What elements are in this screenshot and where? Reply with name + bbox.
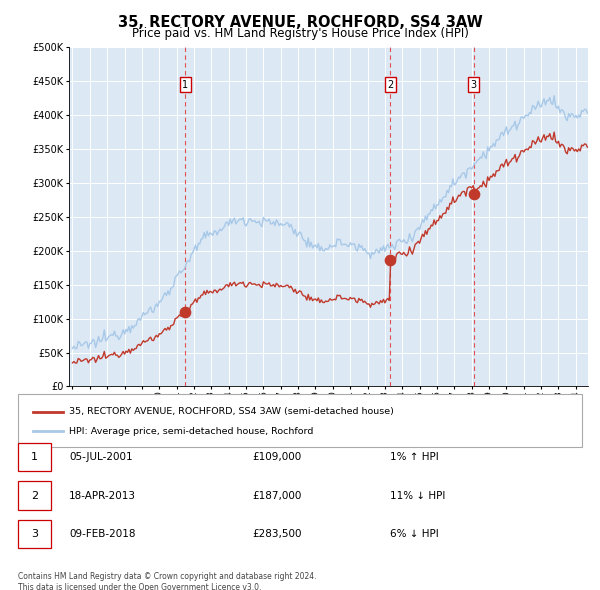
- Text: 35, RECTORY AVENUE, ROCHFORD, SS4 3AW: 35, RECTORY AVENUE, ROCHFORD, SS4 3AW: [118, 15, 482, 30]
- Text: 18-APR-2013: 18-APR-2013: [69, 491, 136, 500]
- Text: £109,000: £109,000: [252, 453, 301, 462]
- Text: 1: 1: [31, 453, 38, 462]
- Text: 11% ↓ HPI: 11% ↓ HPI: [390, 491, 445, 500]
- Text: 09-FEB-2018: 09-FEB-2018: [69, 529, 136, 539]
- Point: [385, 255, 395, 264]
- Text: Price paid vs. HM Land Registry's House Price Index (HPI): Price paid vs. HM Land Registry's House …: [131, 27, 469, 40]
- Text: 05-JUL-2001: 05-JUL-2001: [69, 453, 133, 462]
- Text: Contains HM Land Registry data © Crown copyright and database right 2024.
This d: Contains HM Land Registry data © Crown c…: [18, 572, 317, 590]
- Text: 1% ↑ HPI: 1% ↑ HPI: [390, 453, 439, 462]
- Text: HPI: Average price, semi-detached house, Rochford: HPI: Average price, semi-detached house,…: [69, 427, 313, 436]
- Point: [469, 189, 478, 199]
- Text: 2: 2: [31, 491, 38, 500]
- Text: 35, RECTORY AVENUE, ROCHFORD, SS4 3AW (semi-detached house): 35, RECTORY AVENUE, ROCHFORD, SS4 3AW (s…: [69, 407, 394, 417]
- Text: 3: 3: [31, 529, 38, 539]
- Text: £283,500: £283,500: [252, 529, 302, 539]
- Text: 1: 1: [182, 80, 188, 90]
- Text: 6% ↓ HPI: 6% ↓ HPI: [390, 529, 439, 539]
- Text: £187,000: £187,000: [252, 491, 301, 500]
- Text: 3: 3: [470, 80, 476, 90]
- Point: [181, 308, 190, 317]
- Text: 2: 2: [387, 80, 393, 90]
